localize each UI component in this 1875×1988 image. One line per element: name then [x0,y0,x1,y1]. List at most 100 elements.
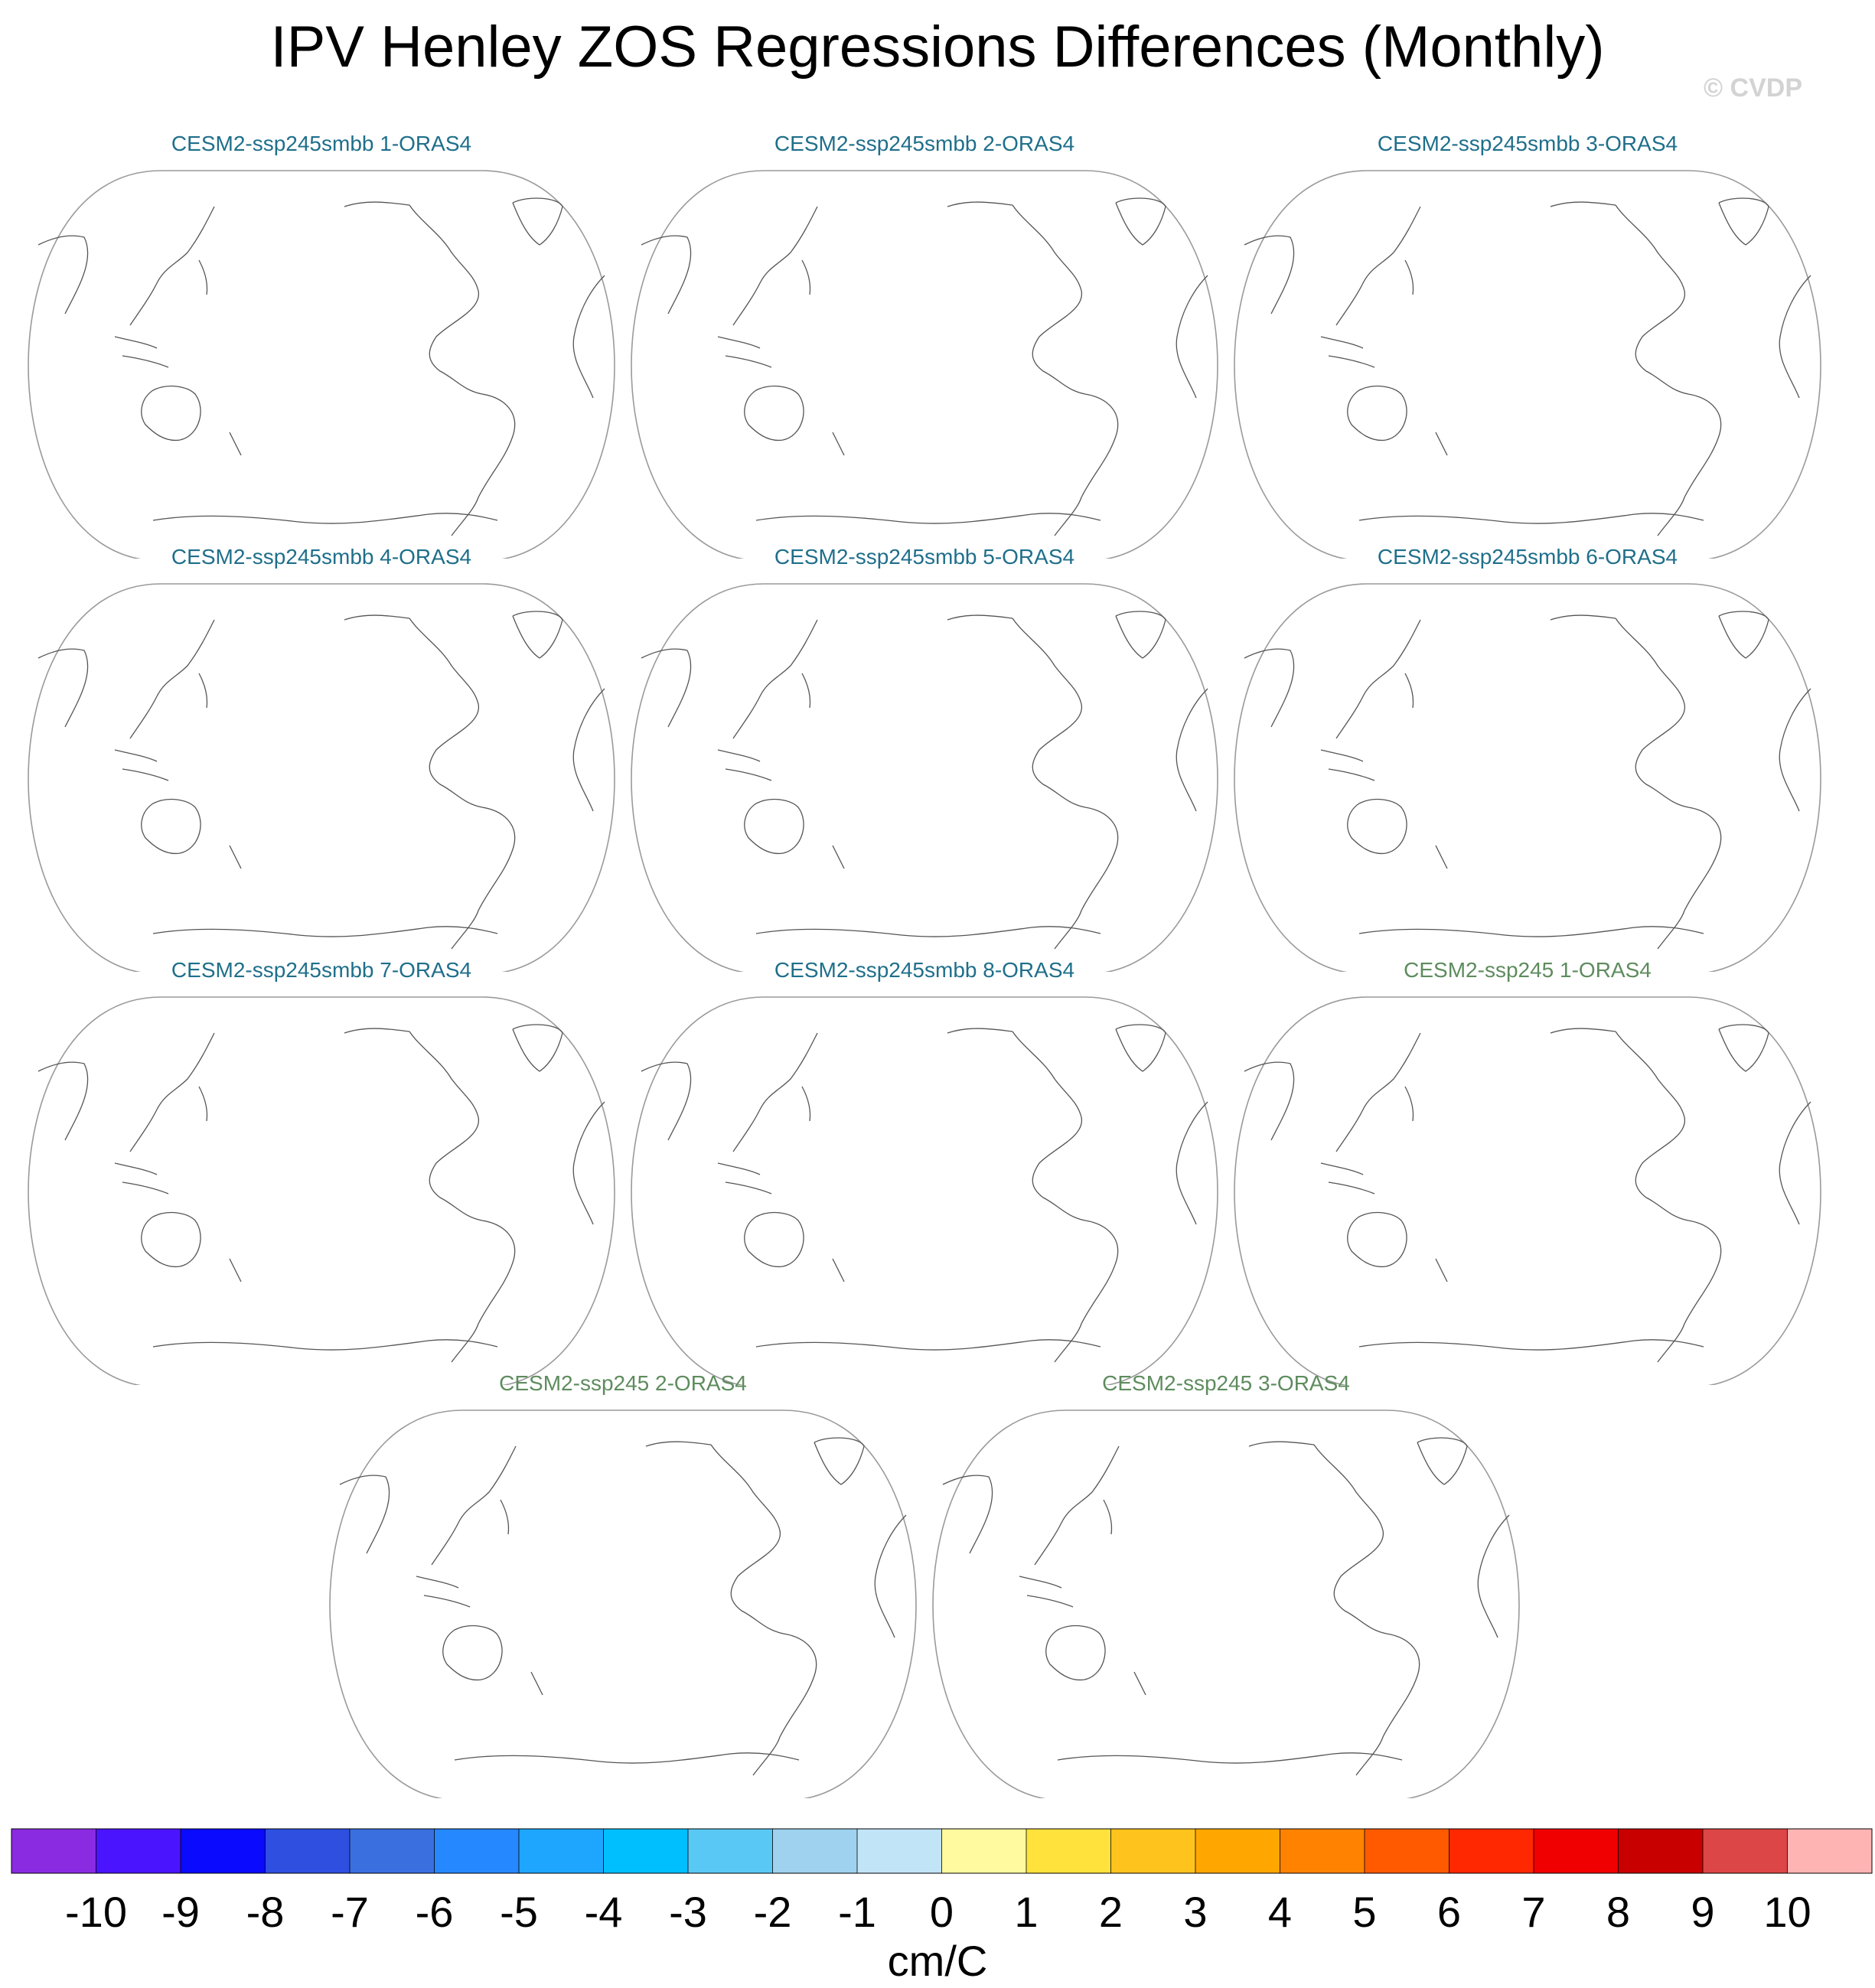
colorbar-tick-label: 10 [1763,1888,1811,1936]
colorbar-tick-label: -3 [669,1888,707,1936]
coastline [947,1028,1013,1034]
coastline [717,1162,761,1175]
coastline [1133,1671,1146,1696]
coastline [141,385,201,442]
panel-title: CESM2-ssp245smbb 3-ORAS4 [1377,132,1678,155]
coastline [755,513,1101,524]
coastline [198,259,208,295]
coastline [38,648,89,728]
coastline [1358,513,1704,524]
coastline [454,1752,800,1764]
coastline [1335,1032,1421,1152]
coastline [1313,1444,1420,1776]
panel-title: CESM2-ssp245 2-ORAS4 [499,1371,747,1395]
world-map [1234,996,1821,1385]
coastline [512,197,563,246]
map-outline [932,1410,1520,1798]
map-outline [28,583,615,972]
coastline [1435,1258,1448,1282]
coastline [1012,204,1119,536]
coastline [1176,1101,1208,1225]
coastline [1244,1061,1295,1141]
coastline [832,845,845,869]
panel-title: CESM2-ssp245smbb 4-ORAS4 [171,545,472,569]
coastline [755,926,1101,937]
colorbar-swatch [519,1829,604,1873]
coastline [1435,432,1448,456]
coastline [801,1086,811,1122]
colorbar-tick-label: 5 [1352,1888,1376,1936]
map-panel: CESM2-ssp245smbb 1-ORAS4 [23,132,620,559]
coastline [1320,336,1364,349]
coastline [1335,206,1421,326]
colorbar-swatch [857,1829,942,1873]
coastline [198,1086,208,1122]
coastline [1244,648,1295,728]
coastline [442,1625,503,1681]
coastline [832,432,845,456]
coastline [641,648,692,728]
colorbar-tick-label: 3 [1183,1888,1207,1936]
coastline [801,673,811,709]
coastline [512,611,563,659]
coastline [1718,1024,1769,1072]
colorbar-swatch [603,1829,689,1873]
coastline [641,1061,692,1141]
coastline [641,235,692,314]
coastline [1248,1441,1315,1447]
map-outline [631,996,1218,1385]
coastline [141,798,201,855]
coastline [152,1339,498,1351]
coastline [725,768,772,781]
coastline [1718,611,1769,659]
colorbar-swatch [1618,1829,1704,1873]
world-map [932,1410,1520,1798]
coastline [409,1031,516,1363]
colorbar-tick-label: -10 [65,1888,127,1936]
world-map [28,583,615,972]
coastline [744,385,804,442]
coastline [1057,1752,1403,1764]
coastline [122,768,169,781]
map-panel: CESM2-ssp245smbb 7-ORAS4 [23,958,620,1385]
coastline [1026,1595,1074,1608]
coastline [645,1441,712,1447]
coastline [339,1475,390,1554]
coastline [1103,1499,1113,1535]
colorbar-swatch [1280,1829,1365,1873]
coastline [409,204,516,536]
coastline [814,1437,865,1485]
map-panel: CESM2-ssp245 3-ORAS4 [928,1371,1524,1798]
coastline [1550,1028,1616,1034]
colorbar-swatch [96,1829,181,1873]
coastline [229,432,242,456]
colorbar-swatch [181,1829,266,1873]
colorbar-swatch [265,1829,351,1873]
coastline [744,798,804,855]
coastline [1477,1514,1510,1638]
coastline [1347,385,1407,442]
colorbar-swatch [1534,1829,1619,1873]
panel-title: CESM2-ssp245smbb 8-ORAS4 [774,958,1075,982]
coastline [755,1339,1101,1351]
world-map [631,583,1218,972]
coastline [1615,204,1722,536]
coastline [717,336,761,349]
map-outline [631,583,1218,972]
colorbar-swatch [1449,1829,1534,1873]
panel-title: CESM2-ssp245 3-ORAS4 [1102,1371,1350,1395]
coastline [38,235,89,314]
coastline [1435,845,1448,869]
coastline [416,1576,459,1589]
colorbar-swatch [434,1829,520,1873]
coastline [344,201,410,207]
panel-title: CESM2-ssp245smbb 1-ORAS4 [171,132,472,155]
colorbar-swatch [1195,1829,1280,1873]
coastline [1358,926,1704,937]
coastline [1417,1437,1468,1485]
colorbar-tick-label: -8 [246,1888,285,1936]
colorbar-tick-label: -5 [500,1888,538,1936]
coastline [732,1032,818,1152]
panel-title: CESM2-ssp245 1-ORAS4 [1404,958,1652,982]
world-map [329,1410,917,1798]
